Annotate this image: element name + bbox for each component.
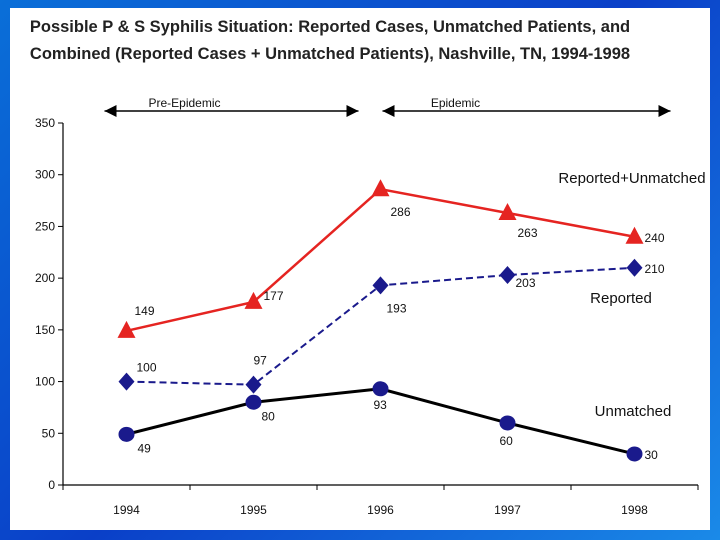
data-point-diamond [372, 276, 389, 295]
data-point-circle [626, 446, 643, 462]
y-tick-label: 0 [48, 478, 55, 492]
data-label: 149 [135, 304, 155, 318]
data-label: 193 [387, 301, 407, 315]
data-label: 49 [138, 441, 152, 455]
data-point-triangle [244, 291, 263, 309]
series-reported-unmatched: 149 177 286 263 240 Reported+Unmatched [117, 170, 706, 338]
data-point-diamond [118, 372, 135, 391]
period-label: Pre-Epidemic [148, 96, 220, 110]
chart-series: 149 177 286 263 240 Reported+Unmatched 100 97 19… [117, 170, 706, 462]
data-point-diamond [245, 375, 262, 394]
data-point-circle [499, 415, 516, 431]
period-label: Epidemic [431, 96, 480, 110]
data-point-diamond [499, 266, 516, 285]
y-tick-label: 350 [35, 116, 55, 130]
chart-title: Possible P & S Syphilis Situation: Repor… [30, 18, 630, 63]
period-epidemic-annotation: Epidemic [382, 96, 671, 117]
series-name-label: Reported [590, 290, 652, 307]
period-arrow-head-left [382, 105, 395, 117]
data-point-circle [372, 381, 389, 397]
data-label: 210 [645, 262, 665, 276]
data-label: 93 [374, 398, 388, 412]
series-unmatched: 49 80 93 60 30 Unmatched [118, 381, 672, 462]
x-tick-label: 1996 [367, 503, 394, 517]
x-tick-label: 1994 [113, 503, 140, 517]
series-line [126, 187, 635, 333]
series-name-label: Unmatched [595, 403, 672, 420]
data-point-triangle [371, 179, 390, 197]
y-tick-label: 50 [42, 426, 56, 440]
period-arrow-head-left [104, 105, 117, 117]
data-label: 97 [254, 354, 268, 368]
data-label: 240 [645, 231, 665, 245]
period-annotations: Pre-Epidemic Epidemic [104, 96, 671, 117]
y-tick-label: 300 [35, 168, 55, 182]
data-point-triangle [117, 320, 136, 338]
period-arrow-head-right [346, 105, 359, 117]
data-label: 203 [516, 276, 536, 290]
data-point-triangle [498, 202, 517, 220]
y-tick-label: 150 [35, 323, 55, 337]
data-label: 177 [264, 289, 284, 303]
data-label: 286 [391, 205, 411, 219]
period-arrow-head-right [658, 105, 671, 117]
data-label: 30 [645, 448, 659, 462]
data-label: 263 [518, 226, 538, 240]
data-point-circle [245, 394, 262, 410]
chart-title-line-2: Combined (Reported Cases + Unmatched Pat… [30, 45, 630, 63]
x-tick-label: 1998 [621, 503, 648, 517]
data-label: 100 [137, 361, 157, 375]
data-point-triangle [625, 226, 644, 244]
series-reported: 100 97 193 203 210 Reported [118, 258, 665, 394]
data-label: 60 [500, 434, 514, 448]
period-pre-epidemic-annotation: Pre-Epidemic [104, 96, 359, 117]
y-tick-label: 250 [35, 219, 55, 233]
x-tick-label: 1997 [494, 503, 521, 517]
line-chart: Possible P & S Syphilis Situation: Repor… [30, 18, 706, 517]
data-point-diamond [626, 258, 643, 277]
data-label: 80 [262, 409, 276, 423]
x-tick-label: 1995 [240, 503, 267, 517]
y-tick-label: 200 [35, 271, 55, 285]
data-point-circle [118, 426, 135, 442]
series-name-label: Reported+Unmatched [558, 170, 705, 187]
y-tick-label: 100 [35, 375, 55, 389]
chart-axes: 0 50 100 150 200 250 300 350 1994 1995 1996 1997 199… [35, 116, 699, 517]
chart-title-line-1: Possible P & S Syphilis Situation: Repor… [30, 18, 630, 36]
slide: Possible P & S Syphilis Situation: Repor… [10, 8, 710, 530]
